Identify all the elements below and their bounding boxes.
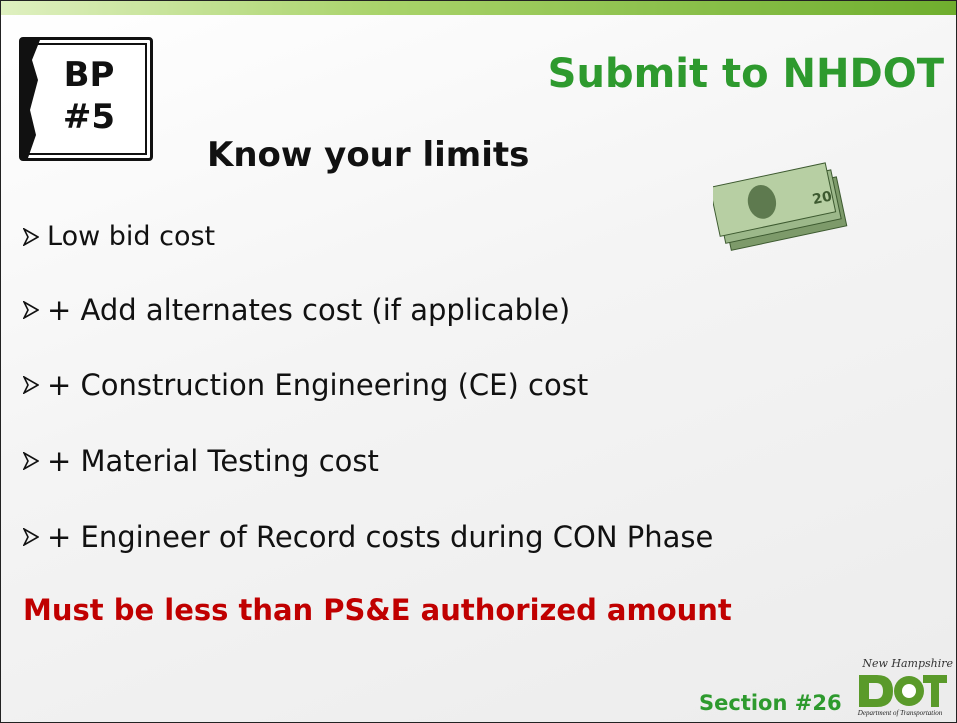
bullet: + Engineer of Record costs during CON Ph… (23, 520, 713, 554)
bullet-arrow (23, 228, 39, 246)
bullet-arrow (23, 301, 39, 319)
bullet-arrow (23, 376, 39, 394)
slide-subtitle: Know your limits (207, 135, 529, 175)
bullet-text: Low bid cost (47, 221, 215, 252)
logo-script: New Hampshire (849, 657, 953, 670)
slide: BP #5 Submit to NHDOT Know your limits 2… (0, 0, 957, 723)
bullet: + Material Testing cost (23, 444, 379, 478)
bullet: Low bid cost (23, 221, 215, 252)
bullet-text: + Material Testing cost (47, 444, 379, 478)
bullet-text: + Add alternates cost (if applicable) (47, 293, 570, 327)
nhdot-logo: New Hampshire Department of Transportati… (847, 657, 953, 719)
bp-badge: BP #5 (19, 37, 153, 161)
logo-caption: Department of Transportation (847, 709, 953, 717)
bullet-arrow (23, 528, 39, 546)
bullet-arrow (23, 452, 39, 470)
section-label: Section #26 (699, 691, 842, 715)
money-image: 20 (713, 159, 849, 251)
logo-mark (857, 673, 947, 709)
bullet: + Add alternates cost (if applicable) (23, 293, 570, 327)
top-stripe (1, 1, 956, 15)
bullet: + Construction Engineering (CE) cost (23, 368, 588, 402)
bullet-text: + Engineer of Record costs during CON Ph… (47, 520, 713, 554)
badge-line: BP (34, 54, 144, 96)
bullet-text: + Construction Engineering (CE) cost (47, 368, 588, 402)
slide-title: Submit to NHDOT (548, 51, 944, 97)
warning-text: Must be less than PS&E authorized amount (23, 593, 732, 627)
badge-line: #5 (34, 96, 144, 138)
